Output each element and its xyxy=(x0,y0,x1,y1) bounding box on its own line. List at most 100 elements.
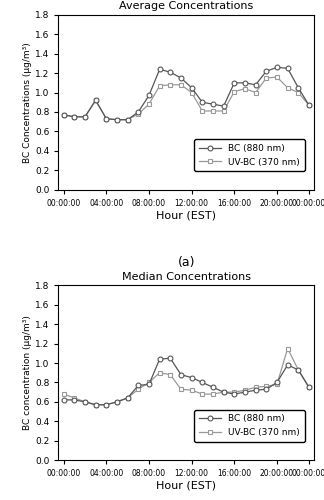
UV-BC (370 nm) xyxy=(147,101,151,107)
BC (880 nm) xyxy=(115,399,119,405)
BC (880 nm) xyxy=(190,374,193,380)
UV-BC (370 nm) xyxy=(222,389,226,395)
BC (880 nm) xyxy=(296,84,300,90)
Legend: BC (880 nm), UV-BC (370 nm): BC (880 nm), UV-BC (370 nm) xyxy=(194,140,305,171)
UV-BC (370 nm) xyxy=(158,83,162,89)
BC (880 nm) xyxy=(275,64,279,70)
BC (880 nm) xyxy=(222,389,226,395)
X-axis label: Hour (EST): Hour (EST) xyxy=(156,210,216,220)
Legend: BC (880 nm), UV-BC (370 nm): BC (880 nm), UV-BC (370 nm) xyxy=(194,410,305,442)
BC (880 nm) xyxy=(136,109,140,115)
BC (880 nm) xyxy=(94,98,98,103)
UV-BC (370 nm) xyxy=(72,395,76,401)
BC (880 nm) xyxy=(307,384,311,390)
UV-BC (370 nm) xyxy=(296,367,300,373)
BC (880 nm) xyxy=(104,402,108,407)
UV-BC (370 nm) xyxy=(286,346,290,352)
UV-BC (370 nm) xyxy=(275,74,279,80)
Line: UV-BC (370 nm): UV-BC (370 nm) xyxy=(61,74,311,122)
UV-BC (370 nm) xyxy=(115,116,119,122)
UV-BC (370 nm) xyxy=(200,108,204,114)
UV-BC (370 nm) xyxy=(286,84,290,90)
BC (880 nm) xyxy=(211,101,215,107)
BC (880 nm) xyxy=(62,112,65,118)
BC (880 nm) xyxy=(179,372,183,378)
BC (880 nm) xyxy=(168,69,172,75)
BC (880 nm) xyxy=(94,402,98,407)
UV-BC (370 nm) xyxy=(62,391,65,397)
BC (880 nm) xyxy=(275,380,279,386)
BC (880 nm) xyxy=(115,116,119,122)
UV-BC (370 nm) xyxy=(264,75,268,81)
BC (880 nm) xyxy=(147,92,151,98)
UV-BC (370 nm) xyxy=(126,116,130,122)
BC (880 nm) xyxy=(307,102,311,108)
Y-axis label: BC Concentrations (μg/m³): BC Concentrations (μg/m³) xyxy=(23,42,32,162)
UV-BC (370 nm) xyxy=(254,384,258,390)
UV-BC (370 nm) xyxy=(168,82,172,88)
UV-BC (370 nm) xyxy=(104,116,108,121)
UV-BC (370 nm) xyxy=(136,111,140,117)
UV-BC (370 nm) xyxy=(211,108,215,114)
UV-BC (370 nm) xyxy=(83,399,87,405)
BC (880 nm) xyxy=(286,362,290,368)
UV-BC (370 nm) xyxy=(83,114,87,120)
BC (880 nm) xyxy=(126,116,130,122)
BC (880 nm) xyxy=(200,100,204,105)
Title: Median Concentrations: Median Concentrations xyxy=(122,272,251,282)
BC (880 nm) xyxy=(136,382,140,388)
UV-BC (370 nm) xyxy=(147,380,151,386)
BC (880 nm) xyxy=(254,82,258,88)
BC (880 nm) xyxy=(179,75,183,81)
UV-BC (370 nm) xyxy=(275,382,279,388)
BC (880 nm) xyxy=(147,382,151,388)
Title: Average Concentrations: Average Concentrations xyxy=(119,2,253,12)
UV-BC (370 nm) xyxy=(179,82,183,88)
UV-BC (370 nm) xyxy=(115,399,119,405)
UV-BC (370 nm) xyxy=(222,108,226,114)
UV-BC (370 nm) xyxy=(264,384,268,390)
BC (880 nm) xyxy=(243,80,247,86)
BC (880 nm) xyxy=(83,399,87,405)
UV-BC (370 nm) xyxy=(126,395,130,401)
UV-BC (370 nm) xyxy=(72,114,76,120)
UV-BC (370 nm) xyxy=(200,391,204,397)
UV-BC (370 nm) xyxy=(243,86,247,91)
UV-BC (370 nm) xyxy=(179,386,183,392)
UV-BC (370 nm) xyxy=(190,90,193,96)
BC (880 nm) xyxy=(83,114,87,120)
BC (880 nm) xyxy=(286,66,290,71)
BC (880 nm) xyxy=(72,397,76,403)
BC (880 nm) xyxy=(200,380,204,386)
BC (880 nm) xyxy=(158,356,162,362)
UV-BC (370 nm) xyxy=(136,386,140,392)
UV-BC (370 nm) xyxy=(232,389,236,395)
UV-BC (370 nm) xyxy=(307,102,311,108)
BC (880 nm) xyxy=(232,391,236,397)
BC (880 nm) xyxy=(211,384,215,390)
UV-BC (370 nm) xyxy=(296,90,300,96)
BC (880 nm) xyxy=(222,103,226,109)
BC (880 nm) xyxy=(296,367,300,373)
BC (880 nm) xyxy=(232,80,236,86)
UV-BC (370 nm) xyxy=(190,387,193,393)
BC (880 nm) xyxy=(104,116,108,121)
BC (880 nm) xyxy=(158,66,162,72)
BC (880 nm) xyxy=(168,355,172,361)
UV-BC (370 nm) xyxy=(243,387,247,393)
UV-BC (370 nm) xyxy=(94,98,98,103)
BC (880 nm) xyxy=(254,387,258,393)
UV-BC (370 nm) xyxy=(168,372,172,378)
BC (880 nm) xyxy=(264,68,268,74)
BC (880 nm) xyxy=(190,84,193,90)
BC (880 nm) xyxy=(62,397,65,403)
UV-BC (370 nm) xyxy=(232,88,236,94)
UV-BC (370 nm) xyxy=(254,90,258,96)
BC (880 nm) xyxy=(126,395,130,401)
UV-BC (370 nm) xyxy=(62,112,65,118)
UV-BC (370 nm) xyxy=(211,391,215,397)
Line: BC (880 nm): BC (880 nm) xyxy=(61,65,311,122)
Y-axis label: BC concentration (μg/m³): BC concentration (μg/m³) xyxy=(23,316,32,430)
UV-BC (370 nm) xyxy=(307,384,311,390)
X-axis label: Hour (EST): Hour (EST) xyxy=(156,481,216,491)
